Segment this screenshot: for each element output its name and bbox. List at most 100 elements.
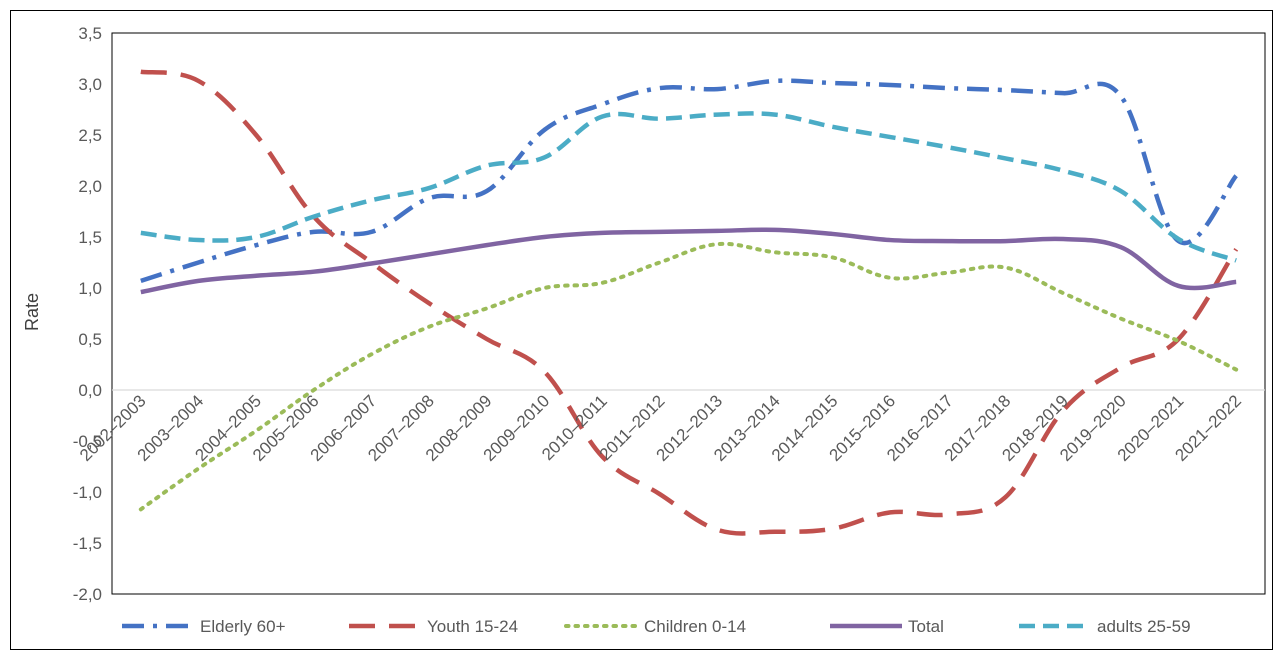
y-tick-label: 1,5 bbox=[78, 228, 102, 247]
data-point bbox=[485, 164, 489, 168]
data-point bbox=[773, 113, 777, 117]
data-point bbox=[1177, 284, 1181, 288]
data-point bbox=[427, 196, 431, 200]
data-point bbox=[139, 231, 143, 235]
data-point bbox=[715, 242, 719, 246]
data-point bbox=[1234, 247, 1238, 251]
data-point bbox=[312, 230, 316, 234]
data-point bbox=[773, 228, 777, 232]
legend-item-children-0-14: Children 0-14 bbox=[564, 617, 746, 636]
data-point bbox=[1004, 88, 1008, 92]
data-point bbox=[254, 235, 258, 239]
data-point bbox=[196, 261, 200, 265]
y-axis-label: Rate bbox=[22, 293, 42, 331]
data-point bbox=[1004, 266, 1008, 270]
data-point bbox=[485, 306, 489, 310]
data-point bbox=[369, 352, 373, 356]
data-point bbox=[1234, 258, 1238, 262]
data-point bbox=[254, 274, 258, 278]
data-point bbox=[139, 279, 143, 283]
series-children-0-14 bbox=[138, 241, 1239, 512]
data-point bbox=[1119, 366, 1123, 370]
data-point bbox=[485, 243, 489, 247]
data-point bbox=[831, 255, 835, 259]
data-point bbox=[196, 238, 200, 242]
data-point bbox=[312, 270, 316, 274]
series-total bbox=[139, 227, 1238, 295]
data-point bbox=[542, 235, 546, 239]
y-tick-label: 1,0 bbox=[78, 279, 102, 298]
y-tick-label: 2,0 bbox=[78, 177, 102, 196]
y-tick-label: 3,0 bbox=[78, 75, 102, 94]
legend-item-total: Total bbox=[830, 617, 944, 636]
data-point bbox=[1177, 237, 1181, 241]
data-point bbox=[715, 528, 719, 532]
data-point bbox=[254, 429, 258, 433]
data-point bbox=[485, 337, 489, 341]
plot-area-border bbox=[111, 32, 1266, 595]
data-point bbox=[542, 286, 546, 290]
data-point bbox=[946, 145, 950, 149]
data-point bbox=[139, 70, 143, 74]
data-point bbox=[888, 276, 892, 280]
axis-layer: -2,0 -1,5 -1,0 -0,5 0,0 0,5 1,0 1,5 2,0 2,5 3,0 3,5 bbox=[73, 24, 1266, 604]
data-point bbox=[831, 81, 835, 85]
data-point bbox=[773, 250, 777, 254]
data-point bbox=[1234, 174, 1238, 178]
legend-label: Youth 15-24 bbox=[427, 617, 518, 636]
y-tick-label: -1,0 bbox=[73, 483, 102, 502]
data-point bbox=[946, 512, 950, 516]
data-point bbox=[1119, 189, 1123, 193]
data-point bbox=[1119, 317, 1123, 321]
data-point bbox=[1177, 339, 1181, 343]
data-point bbox=[427, 252, 431, 256]
data-point bbox=[658, 86, 662, 90]
data-point bbox=[427, 301, 431, 305]
y-tick-label: -1,5 bbox=[73, 534, 102, 553]
data-point bbox=[715, 229, 719, 233]
data-point bbox=[831, 527, 835, 531]
data-point bbox=[658, 230, 662, 234]
data-point bbox=[831, 125, 835, 129]
data-point bbox=[888, 83, 892, 87]
legend-label: Elderly 60+ bbox=[200, 617, 286, 636]
data-point bbox=[773, 79, 777, 83]
data-point bbox=[658, 117, 662, 121]
data-point bbox=[369, 262, 373, 266]
data-point bbox=[1061, 237, 1065, 241]
data-point bbox=[715, 113, 719, 117]
data-point bbox=[1234, 368, 1238, 372]
data-point bbox=[600, 281, 604, 285]
legend-label: adults 25-59 bbox=[1097, 617, 1191, 636]
data-point bbox=[888, 135, 892, 139]
data-point bbox=[658, 492, 662, 496]
data-point bbox=[600, 115, 604, 119]
data-point bbox=[427, 325, 431, 329]
data-point bbox=[1061, 169, 1065, 173]
series-line-youth-15-24 bbox=[140, 69, 1239, 536]
chart-frame bbox=[10, 10, 1273, 650]
data-point bbox=[600, 102, 604, 106]
data-point bbox=[715, 87, 719, 91]
data-point bbox=[1061, 291, 1065, 295]
series-layer bbox=[138, 69, 1239, 536]
y-tick-label: 0,5 bbox=[78, 330, 102, 349]
data-point bbox=[312, 215, 316, 219]
data-point bbox=[1061, 91, 1065, 95]
data-point bbox=[1234, 280, 1238, 284]
data-point bbox=[139, 507, 143, 511]
data-point bbox=[1119, 245, 1123, 249]
data-point bbox=[773, 530, 777, 534]
data-point bbox=[369, 230, 373, 234]
data-point bbox=[831, 232, 835, 236]
legend: Elderly 60+ Youth 15-24 Children 0-14 Total… bbox=[122, 617, 1191, 636]
data-point bbox=[254, 133, 258, 137]
y-tick-label: -2,0 bbox=[73, 585, 102, 604]
data-point bbox=[888, 510, 892, 514]
data-point bbox=[196, 79, 200, 83]
data-point bbox=[369, 198, 373, 202]
series-youth-15-24 bbox=[139, 69, 1239, 536]
data-point bbox=[946, 239, 950, 243]
data-point bbox=[139, 290, 143, 294]
